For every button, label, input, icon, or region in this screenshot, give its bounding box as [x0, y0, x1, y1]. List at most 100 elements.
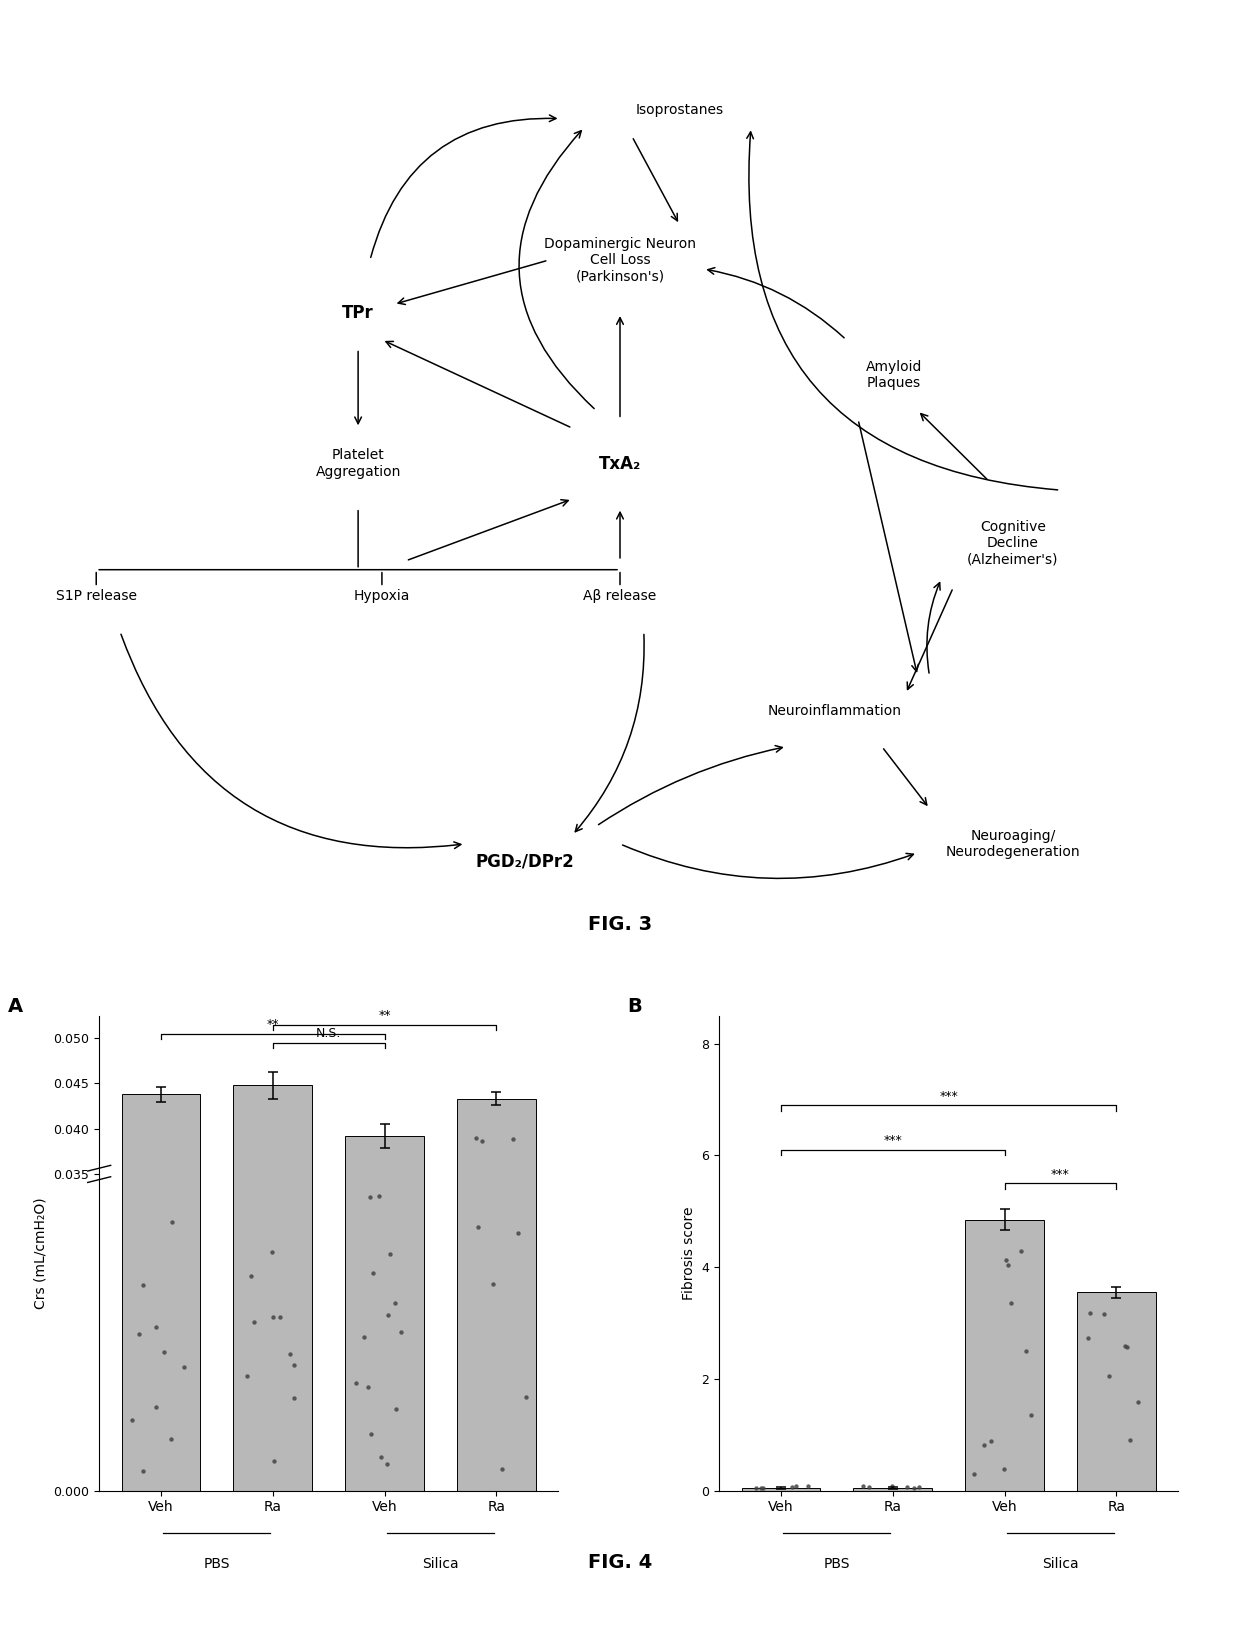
Text: Aβ release: Aβ release: [583, 590, 657, 603]
Point: [1115, 1333, 1135, 1360]
Point: [146, 1394, 166, 1420]
Point: [1016, 1338, 1035, 1364]
Point: [241, 1263, 260, 1289]
Point: [237, 1363, 257, 1389]
Point: [363, 1260, 383, 1286]
Bar: [458, 1099, 536, 1491]
Bar: [233, 1086, 311, 1491]
Point: [370, 1183, 389, 1209]
Point: [280, 1342, 300, 1368]
Bar: [346, 1135, 424, 1491]
Text: ***: ***: [1052, 1168, 1070, 1181]
Text: PBS: PBS: [823, 1558, 849, 1571]
Text: N.S.: N.S.: [316, 1027, 341, 1040]
Point: [799, 1473, 818, 1499]
Point: [244, 1309, 264, 1335]
Text: Hypoxia: Hypoxia: [353, 590, 410, 603]
Point: [1099, 1363, 1118, 1389]
Point: [982, 1428, 1002, 1455]
Text: **: **: [267, 1019, 279, 1032]
Point: [1095, 1301, 1115, 1327]
Point: [751, 1474, 771, 1500]
Point: [264, 1304, 284, 1330]
Point: [346, 1369, 366, 1396]
Point: [1117, 1333, 1137, 1360]
Point: [909, 1474, 929, 1500]
Text: Silica: Silica: [1042, 1558, 1079, 1571]
Point: [508, 1220, 528, 1247]
Bar: [742, 1489, 820, 1491]
Point: [859, 1474, 879, 1500]
Point: [993, 1456, 1013, 1482]
Text: ***: ***: [939, 1089, 959, 1102]
Text: Isoprostanes: Isoprostanes: [635, 103, 724, 116]
Point: [1080, 1299, 1100, 1325]
Point: [284, 1386, 304, 1412]
Point: [377, 1451, 397, 1477]
Bar: [853, 1489, 931, 1491]
Point: [270, 1304, 290, 1330]
Point: [353, 1324, 373, 1350]
Point: [503, 1127, 523, 1153]
Point: [882, 1473, 901, 1499]
Point: [998, 1251, 1018, 1278]
Point: [146, 1314, 166, 1340]
Text: S1P release: S1P release: [56, 590, 136, 603]
Point: [154, 1338, 174, 1364]
Point: [133, 1271, 153, 1297]
Point: [174, 1353, 193, 1379]
Point: [358, 1374, 378, 1400]
Bar: [966, 1220, 1044, 1491]
Text: A: A: [7, 996, 22, 1016]
Point: [1079, 1325, 1099, 1351]
Text: Neuroinflammation: Neuroinflammation: [768, 704, 901, 717]
Point: [746, 1474, 766, 1500]
Point: [853, 1473, 873, 1499]
Point: [782, 1474, 802, 1500]
Point: [161, 1425, 181, 1451]
Point: [996, 1247, 1016, 1273]
Point: [264, 1448, 284, 1474]
Point: [1128, 1389, 1148, 1415]
Point: [129, 1320, 149, 1346]
Point: [516, 1384, 536, 1410]
Point: [123, 1407, 143, 1433]
Point: [1011, 1238, 1030, 1265]
Text: B: B: [627, 996, 642, 1016]
Point: [786, 1473, 806, 1499]
Text: TPr: TPr: [342, 305, 374, 323]
Point: [471, 1129, 491, 1155]
Text: FIG. 4: FIG. 4: [588, 1553, 652, 1572]
Point: [362, 1422, 382, 1448]
Text: Amyloid
Plaques: Amyloid Plaques: [866, 360, 923, 390]
Point: [1001, 1289, 1021, 1315]
Y-axis label: Crs (mL/cmH₂O): Crs (mL/cmH₂O): [33, 1197, 48, 1309]
Point: [1120, 1427, 1140, 1453]
Text: PGD₂/DPr2: PGD₂/DPr2: [475, 853, 574, 870]
Point: [975, 1432, 994, 1458]
Text: TxA₂: TxA₂: [599, 455, 641, 472]
Point: [387, 1396, 407, 1422]
Point: [284, 1351, 304, 1378]
Point: [965, 1461, 985, 1487]
Point: [381, 1242, 401, 1268]
Text: FIG. 3: FIG. 3: [588, 914, 652, 934]
Point: [897, 1474, 916, 1500]
Point: [133, 1458, 153, 1484]
Point: [371, 1443, 391, 1469]
Point: [1022, 1402, 1042, 1428]
Point: [466, 1125, 486, 1152]
Text: Platelet
Aggregation: Platelet Aggregation: [315, 449, 401, 478]
Point: [753, 1474, 773, 1500]
Point: [162, 1209, 182, 1235]
Text: **: **: [378, 1009, 391, 1022]
Text: Dopaminergic Neuron
Cell Loss
(Parkinson's): Dopaminergic Neuron Cell Loss (Parkinson…: [544, 238, 696, 283]
Point: [378, 1302, 398, 1328]
Text: ***: ***: [883, 1133, 901, 1147]
Point: [392, 1319, 412, 1345]
Text: Neuroaging/
Neurodegeneration: Neuroaging/ Neurodegeneration: [946, 829, 1080, 858]
Point: [360, 1184, 379, 1210]
Point: [263, 1238, 283, 1265]
Text: PBS: PBS: [203, 1558, 229, 1571]
Point: [482, 1271, 502, 1297]
